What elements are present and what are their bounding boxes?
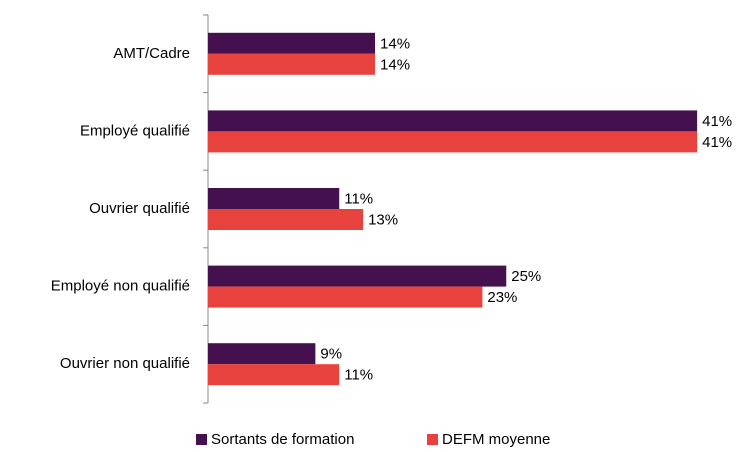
category-label: Ouvrier non qualifié (60, 355, 190, 372)
bar (208, 188, 340, 209)
category-label: AMT/Cadre (113, 45, 190, 62)
legend-swatch (196, 434, 207, 445)
bar (208, 364, 340, 386)
value-label: 14% (380, 56, 410, 73)
legend-swatch (427, 434, 438, 445)
value-label: 13% (368, 211, 398, 228)
value-label: 41% (702, 113, 732, 130)
value-label: 23% (487, 289, 517, 306)
category-label: Employé non qualifié (51, 278, 190, 295)
category-label: Employé qualifié (80, 122, 190, 139)
value-label: 25% (511, 268, 541, 285)
category-label: Ouvrier qualifié (89, 200, 190, 217)
value-label: 11% (344, 367, 373, 384)
value-label: 14% (380, 35, 410, 52)
value-label: 41% (702, 134, 732, 151)
bar (208, 53, 376, 75)
bar (208, 343, 316, 365)
bar (208, 286, 483, 308)
value-label: 11% (344, 190, 373, 207)
bar (208, 209, 364, 230)
legend-label: DEFM moyenne (442, 431, 550, 448)
bar (208, 32, 376, 54)
bar (208, 265, 507, 287)
bar (208, 131, 698, 153)
bar (208, 110, 698, 132)
legend-label: Sortants de formation (211, 431, 354, 448)
value-label: 9% (320, 346, 342, 363)
